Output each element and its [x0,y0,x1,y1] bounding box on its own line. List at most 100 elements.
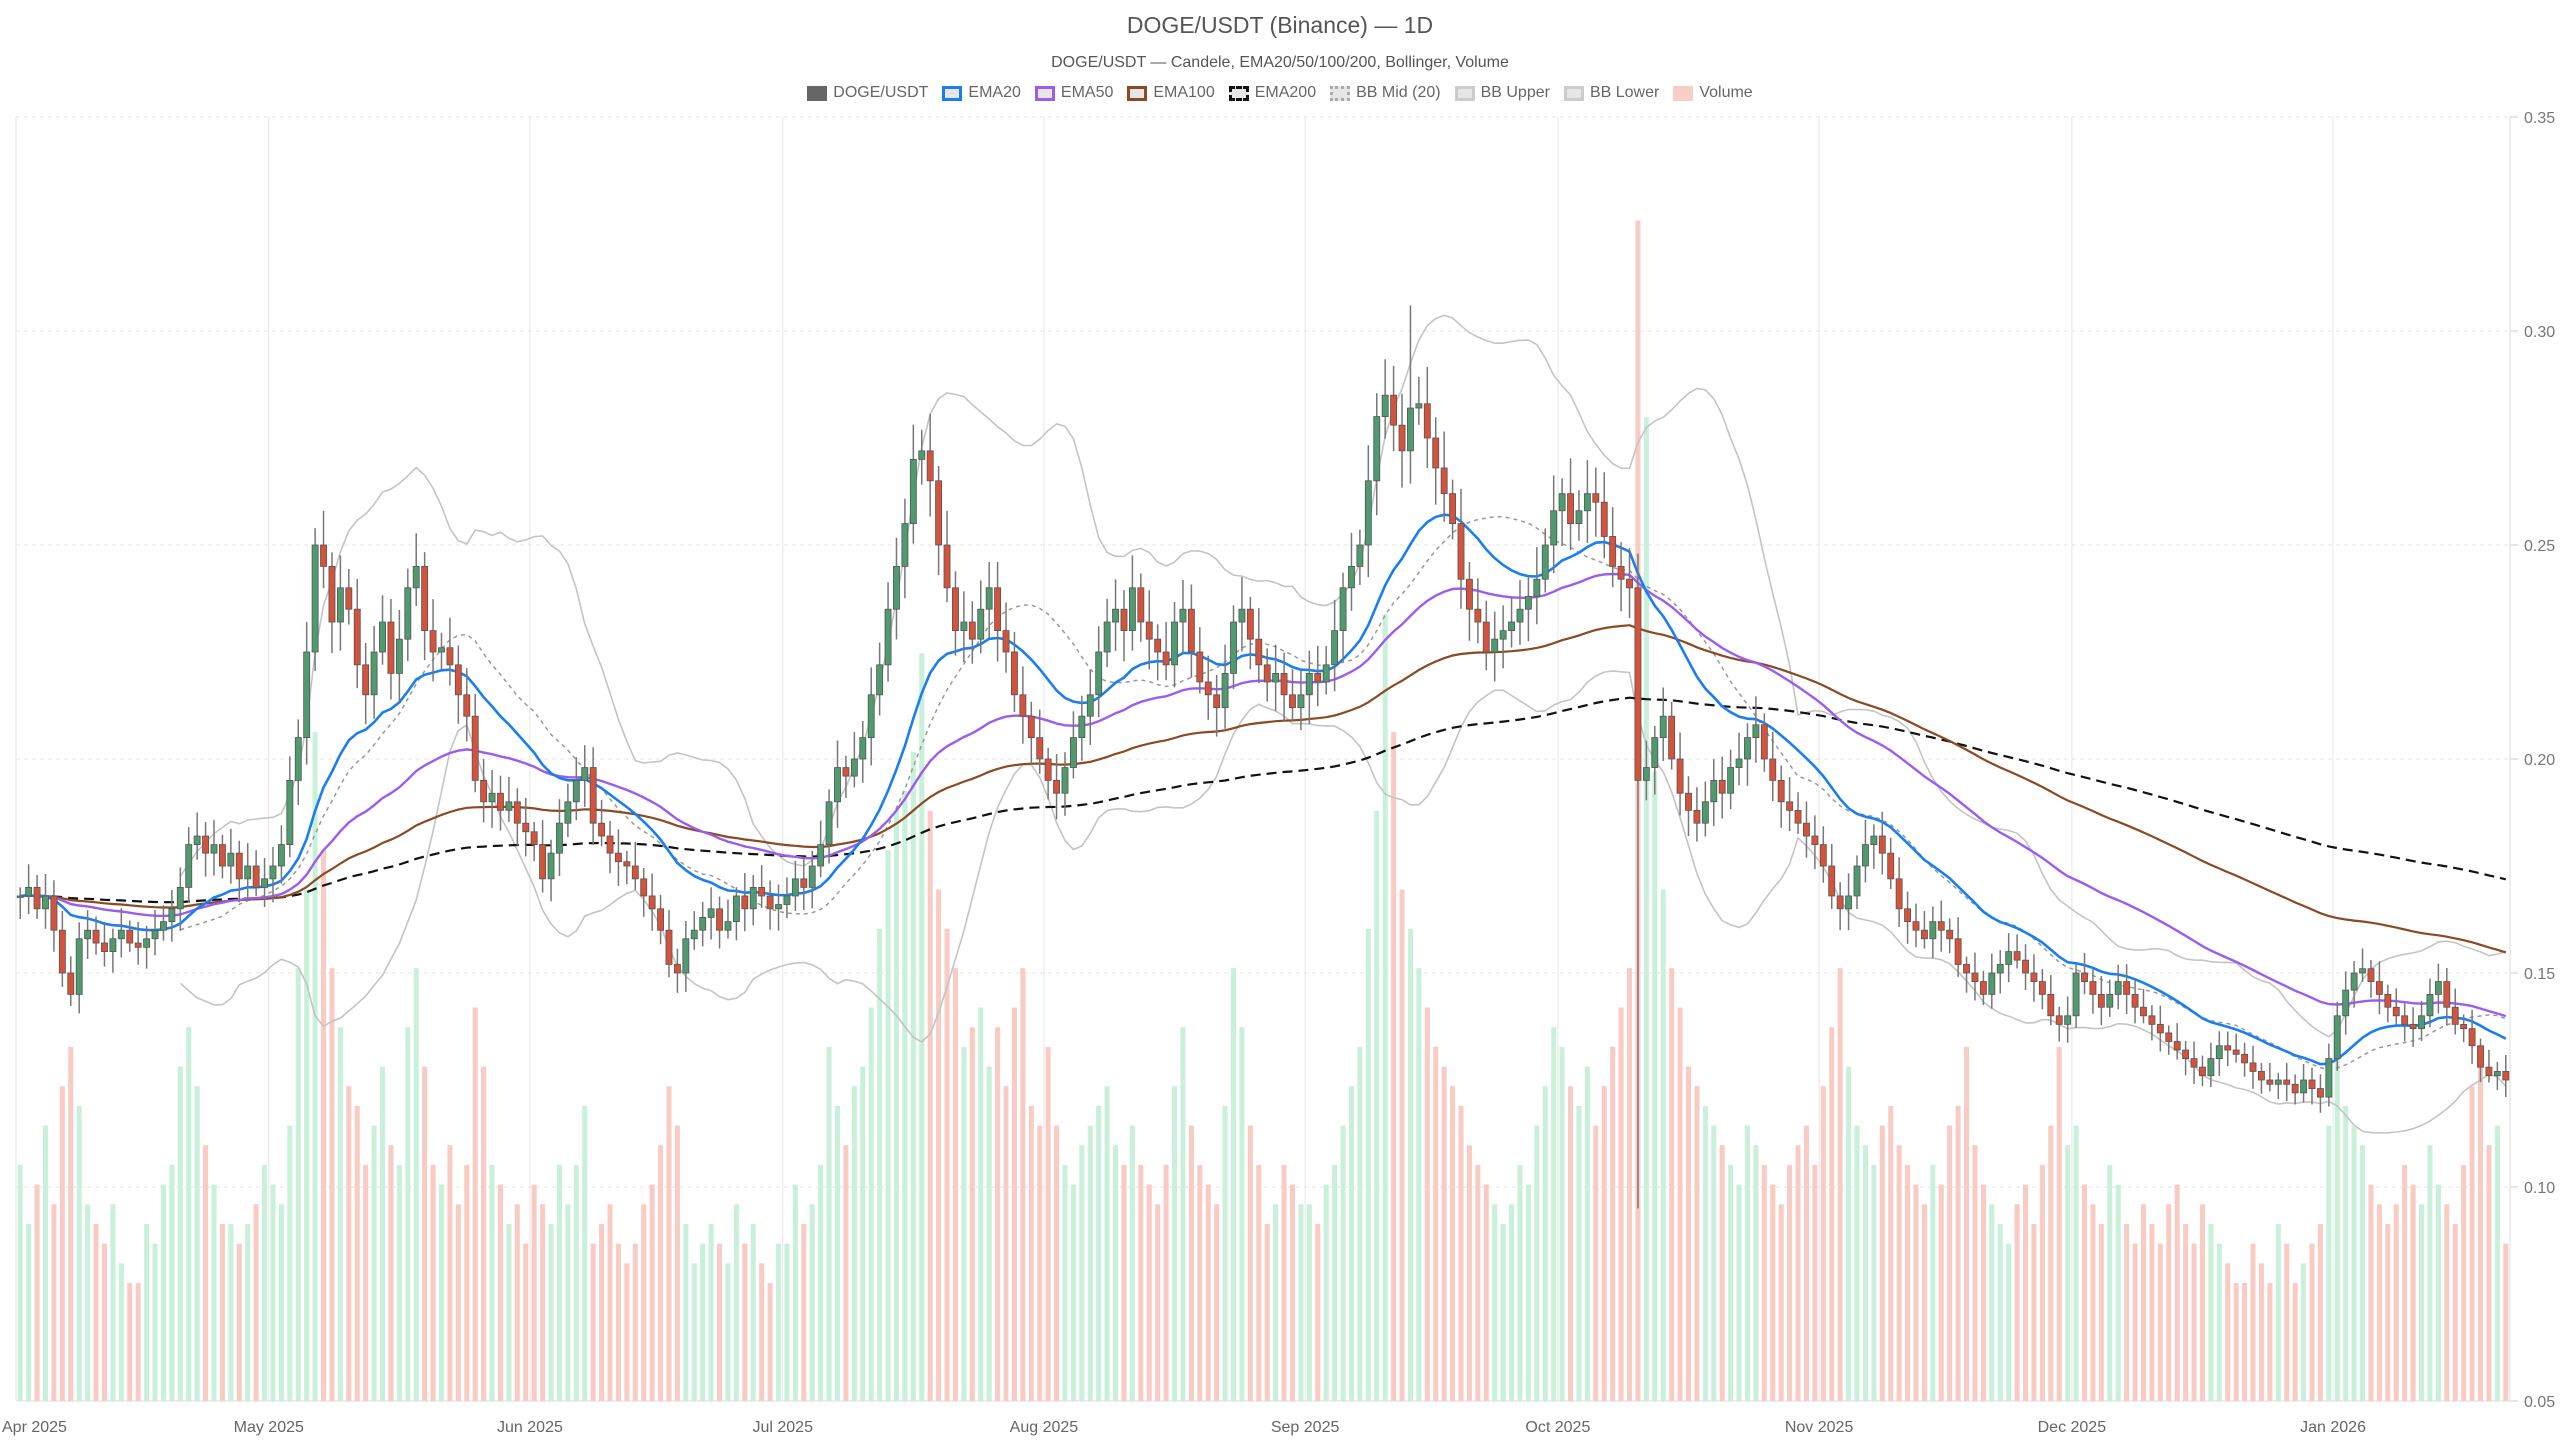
candle-body [673,964,681,974]
legend-item[interactable]: Volume [1673,84,1753,102]
candle-body [1971,972,1979,982]
candle-body [556,822,563,854]
candle-body [1828,865,1836,897]
candle-body [1356,544,1364,567]
volume-bar [1534,1125,1540,1401]
x-tick-label: Aug 2025 [1010,1419,1079,1436]
volume-bar [270,1184,276,1401]
ema200-line [20,696,2507,904]
candle-body [2005,951,2013,965]
candle-body [1120,608,1128,632]
candle-body [1246,608,1254,640]
legend-label: EMA200 [1254,84,1317,101]
volume-bar [1871,1164,1877,1401]
legend-item[interactable]: BB Mid (20) [1330,84,1441,102]
candle-body [1213,694,1221,709]
volume-bar [2435,1184,2441,1401]
volume-bar [683,1223,689,1401]
volume-bar [978,1007,984,1401]
volume-bar [1803,1125,1809,1401]
volume-bar [2301,1263,2307,1401]
bb-lower-line [179,670,2507,1134]
candle-body [1221,673,1229,709]
volume-bar [203,1145,209,1401]
candle-body [387,621,395,674]
volume-bar [1854,1125,1860,1401]
volume-bar [455,1204,461,1401]
x-tick-label: Apr 2025 [2,1419,67,1436]
volume-bar [447,1145,453,1401]
candle-body [2038,981,2046,995]
candle-body [2308,1079,2316,1089]
candle-body [1575,510,1583,525]
y-tick-label: 0.30 [2524,324,2555,341]
volume-bar [68,1046,74,1401]
volume-bar [337,1027,343,1401]
volume-bar [1643,417,1649,1402]
candle-body [101,942,108,952]
volume-bar [135,1282,141,1401]
volume-bar [1391,732,1397,1401]
candle-body [1373,416,1381,482]
candle-body [1019,694,1027,717]
candle-body [2485,1066,2493,1077]
candle-body [1465,578,1473,610]
candle-body [25,887,33,897]
candle-body [168,908,176,923]
candle-body [1878,835,1886,854]
volume-bar [2174,1184,2180,1401]
volume-bar [649,1184,655,1401]
volume-bar [464,1164,470,1401]
candle-body [1609,536,1617,567]
candle-body [336,587,344,623]
volume-bar [2073,1125,2079,1401]
legend-item[interactable]: DOGE/USDT [807,84,928,102]
candle-body [859,737,867,760]
volume-bar [1559,1046,1565,1401]
candle-body [1760,724,1768,760]
volume-bar [1626,968,1633,1401]
y-tick-label: 0.25 [2524,538,2555,555]
candle-body [429,630,437,653]
candle-body [1996,964,2004,974]
volume-bar [1340,1125,1346,1401]
volume-bar [329,968,335,1401]
volume-bar [1905,1164,1911,1401]
legend-item[interactable]: BB Lower [1563,84,1659,102]
legend-item[interactable]: EMA50 [1034,84,1113,102]
candle-body [1693,809,1701,824]
legend-item[interactable]: EMA100 [1127,84,1215,102]
candle-body [1230,621,1237,674]
candle-body [1482,621,1490,653]
volume-bar [2006,1243,2012,1401]
candle-body [143,938,151,948]
candle-body [2215,1045,2223,1060]
candle-body [960,621,968,631]
volume-bar [961,1046,967,1401]
legend-item[interactable]: EMA200 [1228,84,1317,102]
volume-bar [523,1243,529,1401]
candle-body [1381,394,1389,418]
candle-body [1676,758,1684,794]
candle-body [1516,608,1524,623]
candle-body [2249,1062,2257,1072]
candle-body [2418,1015,2425,1030]
volume-bar [26,1223,32,1401]
volume-bar [2081,1184,2088,1401]
volume-bar [2022,1184,2029,1401]
candle-body [1449,493,1457,525]
candle-body [505,801,513,811]
candle-body [926,450,934,482]
legend-item[interactable]: BB Upper [1454,84,1550,102]
candle-body [58,929,66,974]
candle-body [379,621,386,653]
volume-bar [1357,1046,1363,1401]
y-tick-label: 0.10 [2524,1180,2555,1197]
candle-body [791,878,799,897]
legend-item[interactable]: EMA20 [942,84,1021,102]
candle-body [1112,608,1119,623]
volume-bar [506,1223,512,1401]
volume-bar [944,928,950,1401]
volume-bar [85,1204,91,1401]
volume-bar [1812,1164,1818,1401]
